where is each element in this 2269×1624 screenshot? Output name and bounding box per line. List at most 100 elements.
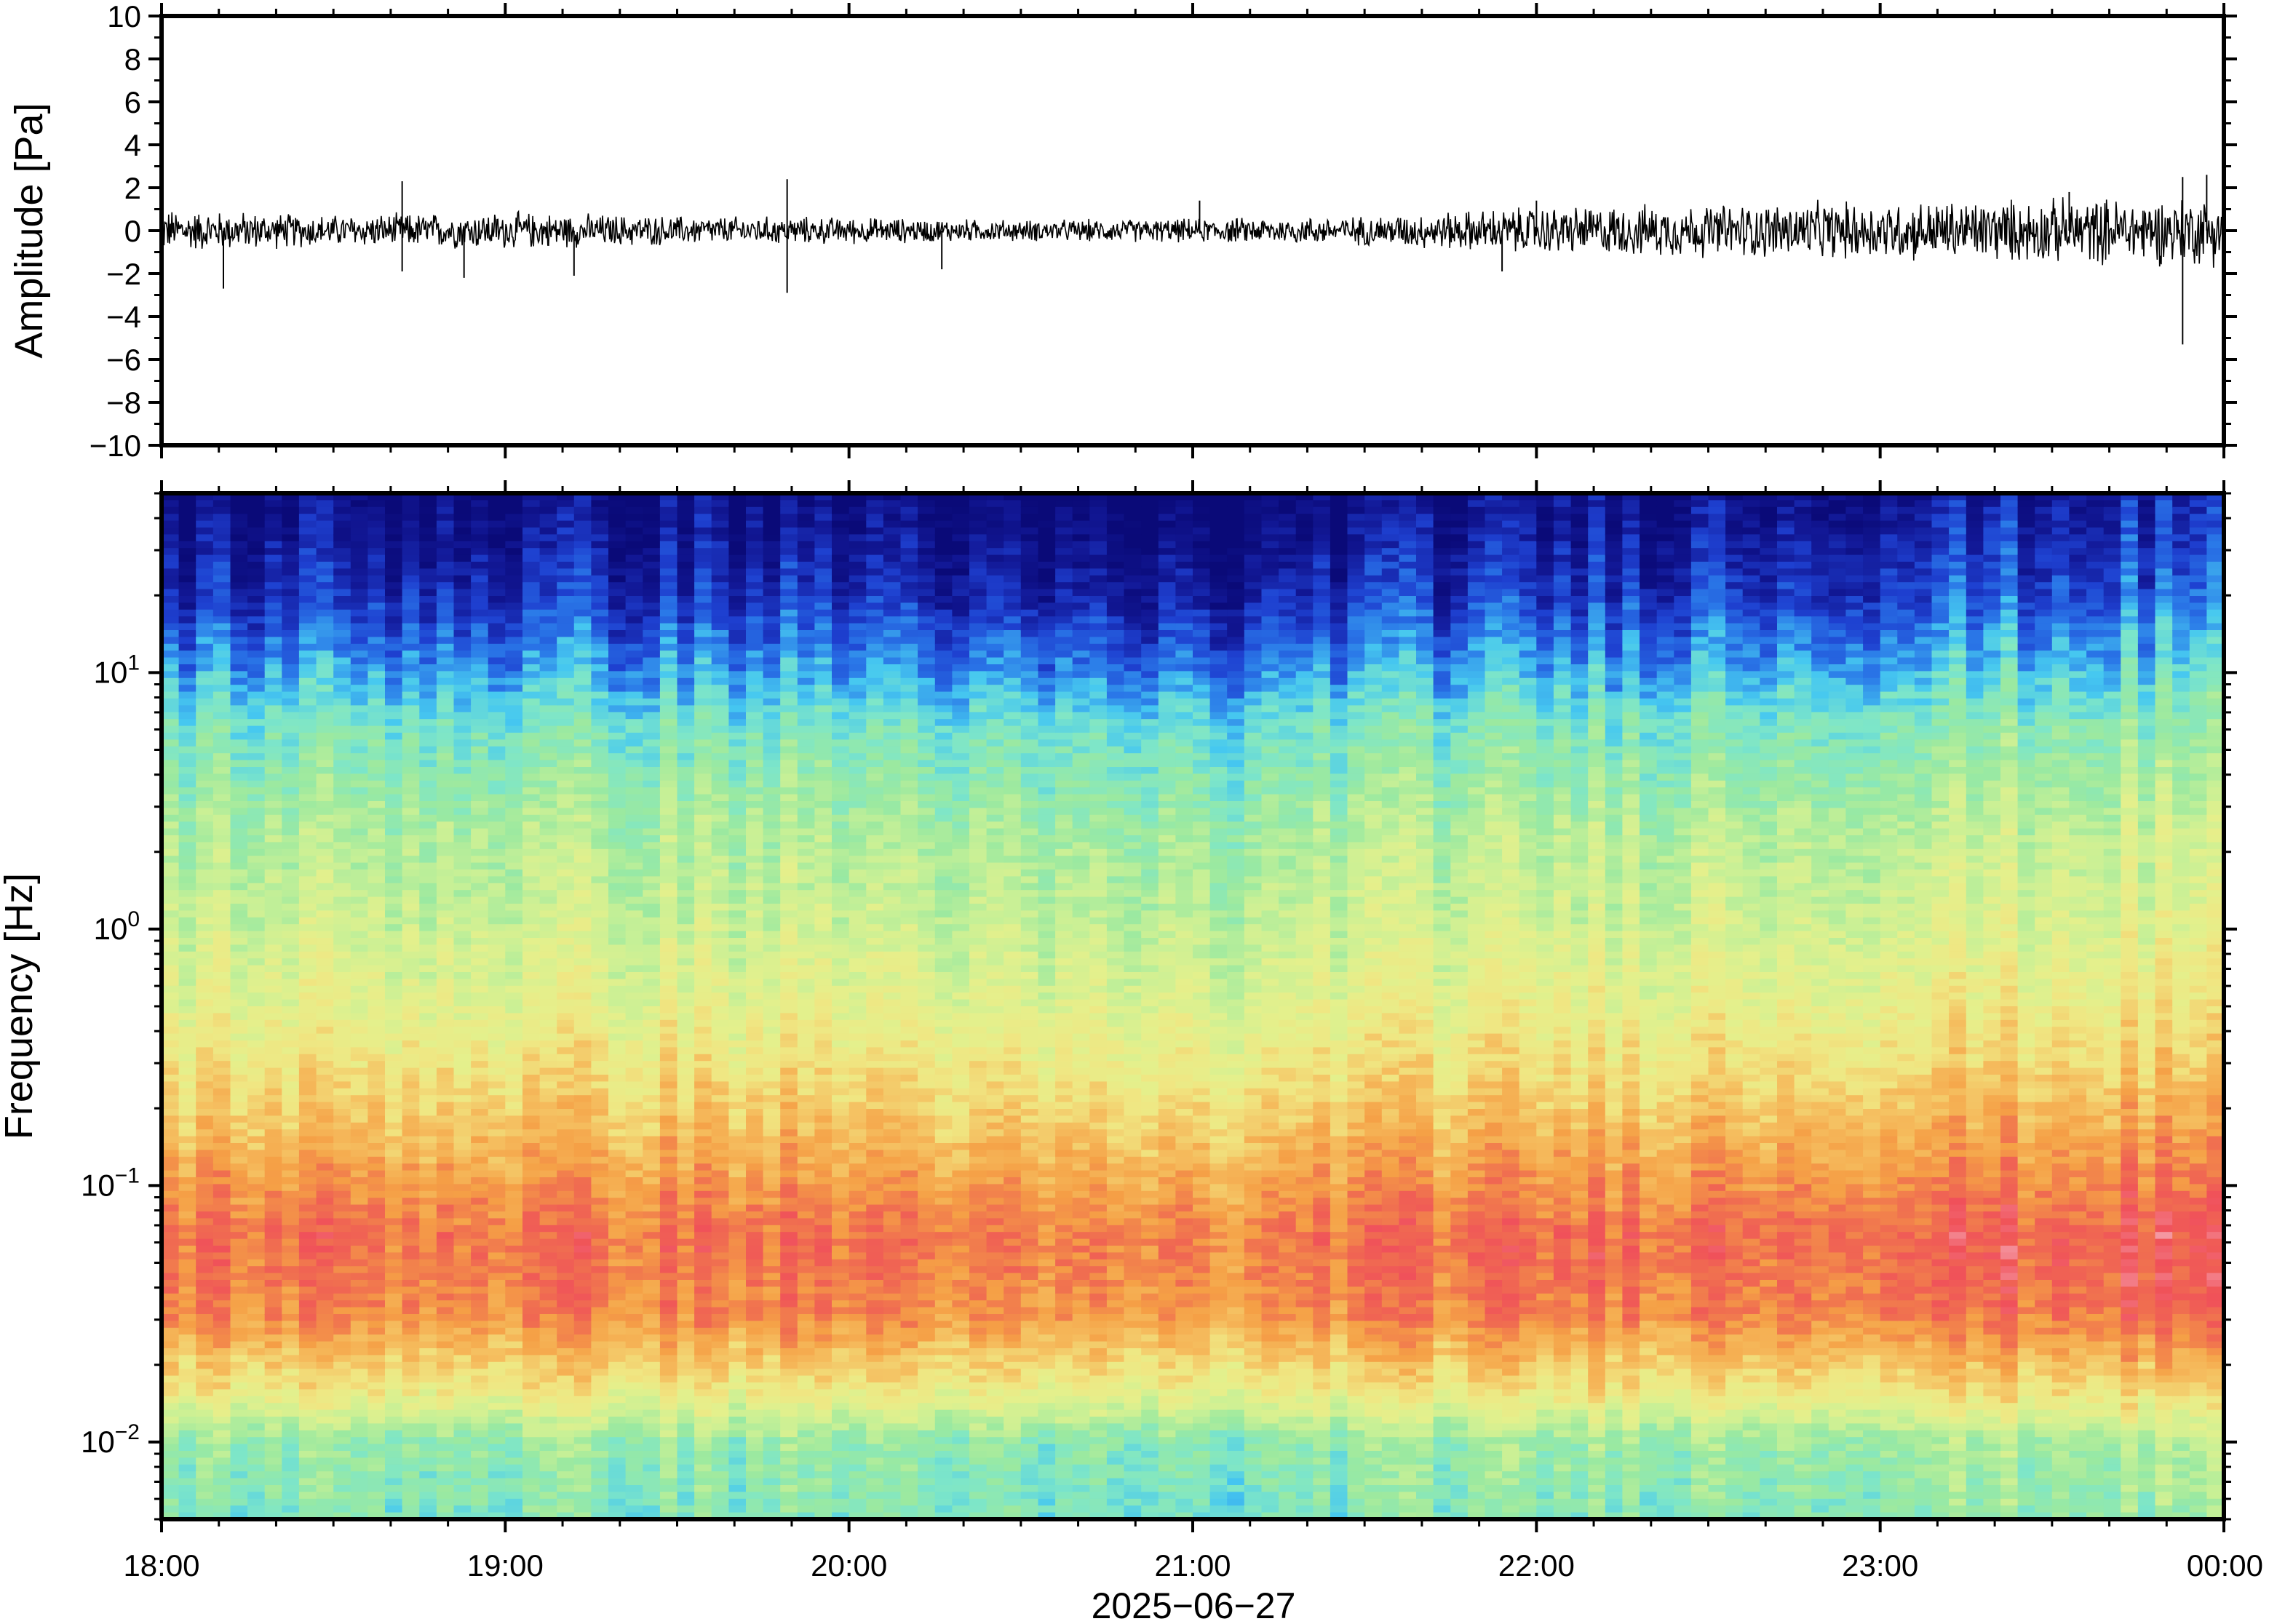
spectrogram-cell	[212, 1198, 231, 1206]
spectrogram-cell	[694, 534, 712, 542]
spectrogram-cell	[488, 1437, 506, 1445]
spectrogram-cell	[557, 1218, 575, 1226]
spectrogram-cell	[471, 1417, 489, 1425]
spectrogram-cell	[539, 691, 558, 699]
spectrogram-cell	[419, 1047, 437, 1055]
spectrogram-cell	[247, 1252, 266, 1260]
spectrogram-cell	[505, 869, 523, 877]
spectrogram-cell	[212, 637, 231, 645]
spectrogram-cell	[419, 1396, 437, 1404]
spectrogram-cell	[436, 808, 455, 816]
spectrogram-cell	[608, 1334, 627, 1342]
spectrogram-cell	[178, 677, 197, 686]
spectrogram-cell	[557, 1047, 575, 1055]
spectrogram-cell	[557, 1136, 575, 1144]
spectrogram-cell	[196, 1150, 214, 1158]
spectrogram-cell	[625, 623, 644, 631]
spectrogram-cell	[608, 1129, 627, 1137]
spectrogram-cell	[608, 1163, 627, 1171]
spectrogram-cell	[453, 568, 472, 576]
spectrogram-cell	[247, 1348, 266, 1356]
spectrogram-cell	[162, 1047, 180, 1055]
spectrogram-cell	[505, 506, 523, 515]
spectrogram-cell	[591, 917, 609, 926]
spectrogram-cell	[677, 1396, 696, 1404]
spectrogram-cell	[212, 719, 231, 727]
spectrogram-cell	[402, 506, 421, 515]
spectrogram-cell	[488, 1300, 506, 1308]
spectrogram-cell	[162, 842, 180, 850]
spectrogram-cell	[608, 1252, 627, 1260]
spectrogram-cell	[162, 596, 180, 604]
spectrogram-cell	[196, 1075, 214, 1083]
spectrogram-cell	[471, 1471, 489, 1479]
spectrogram-cell	[471, 609, 489, 618]
spectrogram-cell	[573, 705, 592, 713]
spectrogram-cell	[539, 1238, 558, 1246]
spectrogram-cell	[608, 1198, 627, 1206]
spectrogram-cell	[591, 500, 609, 508]
spectrogram-cell	[436, 760, 455, 768]
spectrogram-cell	[522, 1464, 541, 1473]
spectrogram-cell	[282, 698, 300, 706]
spectrogram-cell	[659, 1430, 678, 1438]
spectrogram-cell	[333, 1033, 351, 1041]
spectrogram-cell	[367, 548, 386, 556]
spectrogram-cell	[212, 698, 231, 706]
spectrogram-cell	[573, 1403, 592, 1411]
spectrogram-cell	[367, 602, 386, 610]
spectrogram-cell	[298, 1033, 317, 1041]
spectrogram-cell	[608, 589, 627, 597]
spectrogram-cell	[178, 1040, 197, 1048]
spectrogram-cell	[608, 1136, 627, 1144]
spectrogram-cell	[333, 883, 351, 891]
spectrogram-cell	[505, 1382, 523, 1390]
spectrogram-cell	[625, 637, 644, 645]
spectrogram-cell	[212, 657, 231, 665]
spectrogram-cell	[230, 787, 249, 795]
spectrogram-cell	[573, 1040, 592, 1048]
spectrogram-cell	[677, 944, 696, 952]
spectrogram-cell	[694, 1232, 712, 1240]
spectrogram-cell	[608, 623, 627, 631]
spectrogram-cell	[385, 876, 403, 884]
spectrogram-cell	[505, 999, 523, 1007]
spectrogram-cell	[282, 691, 300, 699]
spectrogram-cell	[264, 1109, 283, 1117]
spectrogram-cell	[402, 760, 421, 768]
spectrogram-cell	[488, 938, 506, 946]
spectrogram-cell	[522, 1307, 541, 1315]
spectrogram-cell	[625, 650, 644, 658]
spectrogram-cell	[591, 705, 609, 713]
spectrogram-cell	[350, 856, 369, 864]
spectrogram-cell	[402, 1109, 421, 1117]
spectrogram-cell	[419, 1115, 437, 1123]
spectrogram-cell	[677, 1457, 696, 1465]
spectrogram-cell	[419, 848, 437, 857]
spectrogram-cell	[643, 1198, 661, 1206]
spectrogram-cell	[230, 883, 249, 891]
spectrogram-cell	[557, 1095, 575, 1103]
spectrogram-cell	[350, 1361, 369, 1370]
spectrogram-cell	[436, 958, 455, 966]
spectrogram-cell	[453, 548, 472, 556]
spectrogram-cell	[522, 1136, 541, 1144]
spectrogram-cell	[505, 1361, 523, 1370]
spectrogram-cell	[505, 568, 523, 576]
spectrogram-cell	[643, 1061, 661, 1069]
spectrogram-cell	[298, 719, 317, 727]
spectrogram-cell	[333, 767, 351, 775]
spectrogram-cell	[591, 992, 609, 1000]
spectrogram-cell	[505, 1190, 523, 1199]
spectrogram-cell	[573, 767, 592, 775]
spectrogram-cell	[316, 1471, 335, 1479]
spectrogram-cell	[625, 1170, 644, 1178]
spectrogram-cell	[694, 1423, 712, 1431]
spectrogram-cell	[625, 835, 644, 843]
spectrogram-cell	[350, 1286, 369, 1294]
spectrogram-cell	[694, 1054, 712, 1062]
spectrogram-cell	[608, 1471, 627, 1479]
spectrogram-cell	[350, 1478, 369, 1486]
spectrogram-cell	[350, 924, 369, 932]
spectrogram-cell	[694, 1259, 712, 1267]
